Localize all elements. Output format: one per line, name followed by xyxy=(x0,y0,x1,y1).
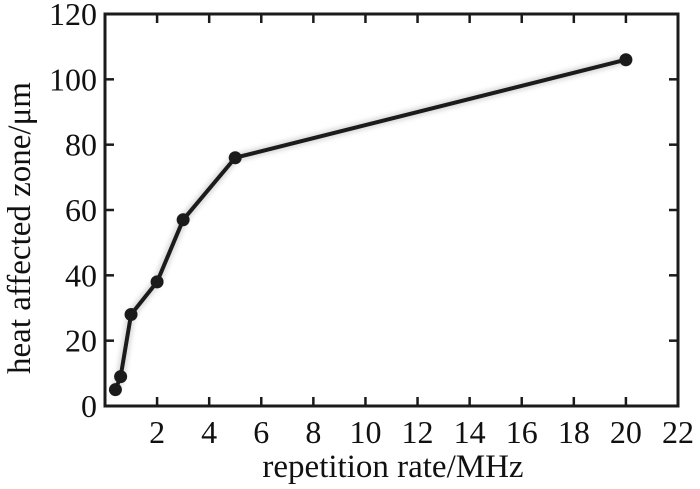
tick-labels-layer: 2 4 6 8 10 12 14 16 18 20 22 0 20 40 60 80 100 120 xyxy=(49,0,694,450)
x-tick-label: 16 xyxy=(506,414,538,450)
y-tick-label: 20 xyxy=(65,323,97,359)
scan-haze-line xyxy=(111,55,628,392)
y-tick-label: 80 xyxy=(65,127,97,163)
y-tick-label: 0 xyxy=(81,388,97,424)
data-point xyxy=(619,53,633,67)
y-tick-label: 60 xyxy=(65,192,97,228)
data-point xyxy=(176,213,190,227)
x-tick-label: 10 xyxy=(349,414,381,450)
x-tick-label: 14 xyxy=(454,414,486,450)
data-series-layer xyxy=(108,53,633,397)
x-tick-label: 12 xyxy=(402,414,434,450)
data-point xyxy=(124,308,138,322)
x-tick-label: 4 xyxy=(201,414,217,450)
scan-haze-layer xyxy=(111,55,628,392)
plot-frame xyxy=(103,12,680,408)
x-axis-label: repetition rate/MHz xyxy=(262,449,523,485)
y-axis-label: heat affected zone/μm xyxy=(2,82,38,374)
data-point xyxy=(108,383,122,397)
x-tick-label: 22 xyxy=(662,414,694,450)
y-tick-label: 40 xyxy=(65,257,97,293)
data-point xyxy=(228,151,242,165)
y-tick-label: 120 xyxy=(49,0,97,32)
x-tick-label: 20 xyxy=(610,414,642,450)
data-line xyxy=(113,57,628,392)
x-tick-label: 6 xyxy=(253,414,269,450)
data-point xyxy=(150,275,164,289)
x-tick-label: 8 xyxy=(305,414,321,450)
x-tick-label: 18 xyxy=(558,414,590,450)
y-tick-label: 100 xyxy=(49,61,97,97)
x-tick-label: 2 xyxy=(149,414,165,450)
data-point xyxy=(114,370,128,384)
